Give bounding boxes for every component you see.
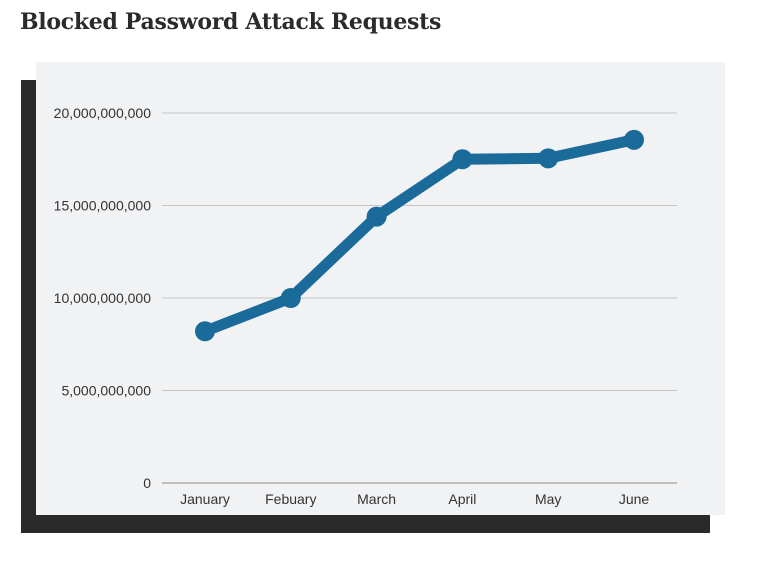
data-point — [366, 206, 387, 227]
series-layer — [195, 129, 644, 342]
y-tick-label: 20,000,000,000 — [54, 105, 152, 121]
y-tick-label: 15,000,000,000 — [54, 198, 152, 214]
data-point — [538, 148, 559, 169]
x-tick-label: Febuary — [265, 491, 316, 507]
y-tick-label: 5,000,000,000 — [61, 383, 151, 399]
y-axis-tick-labels: 0 5,000,000,000 10,000,000,000 15,000,000,0… — [54, 105, 152, 491]
x-tick-label: January — [180, 491, 230, 507]
chart-panel — [36, 62, 725, 515]
y-tick-label: 10,000,000,000 — [54, 290, 152, 306]
page-title: Blocked Password Attack Requests — [20, 9, 442, 35]
data-point — [280, 288, 301, 308]
y-tick-label: 0 — [143, 475, 151, 491]
gridlines — [162, 112, 677, 484]
data-point — [195, 321, 215, 342]
series-line — [199, 134, 640, 337]
x-tick-label: June — [619, 491, 650, 507]
x-tick-label: March — [357, 491, 396, 507]
data-point — [452, 149, 473, 170]
data-point — [624, 129, 644, 150]
x-axis-tick-labels: January Febuary March April May June — [180, 491, 649, 507]
x-tick-label: May — [535, 491, 561, 507]
x-tick-label: April — [448, 491, 476, 507]
